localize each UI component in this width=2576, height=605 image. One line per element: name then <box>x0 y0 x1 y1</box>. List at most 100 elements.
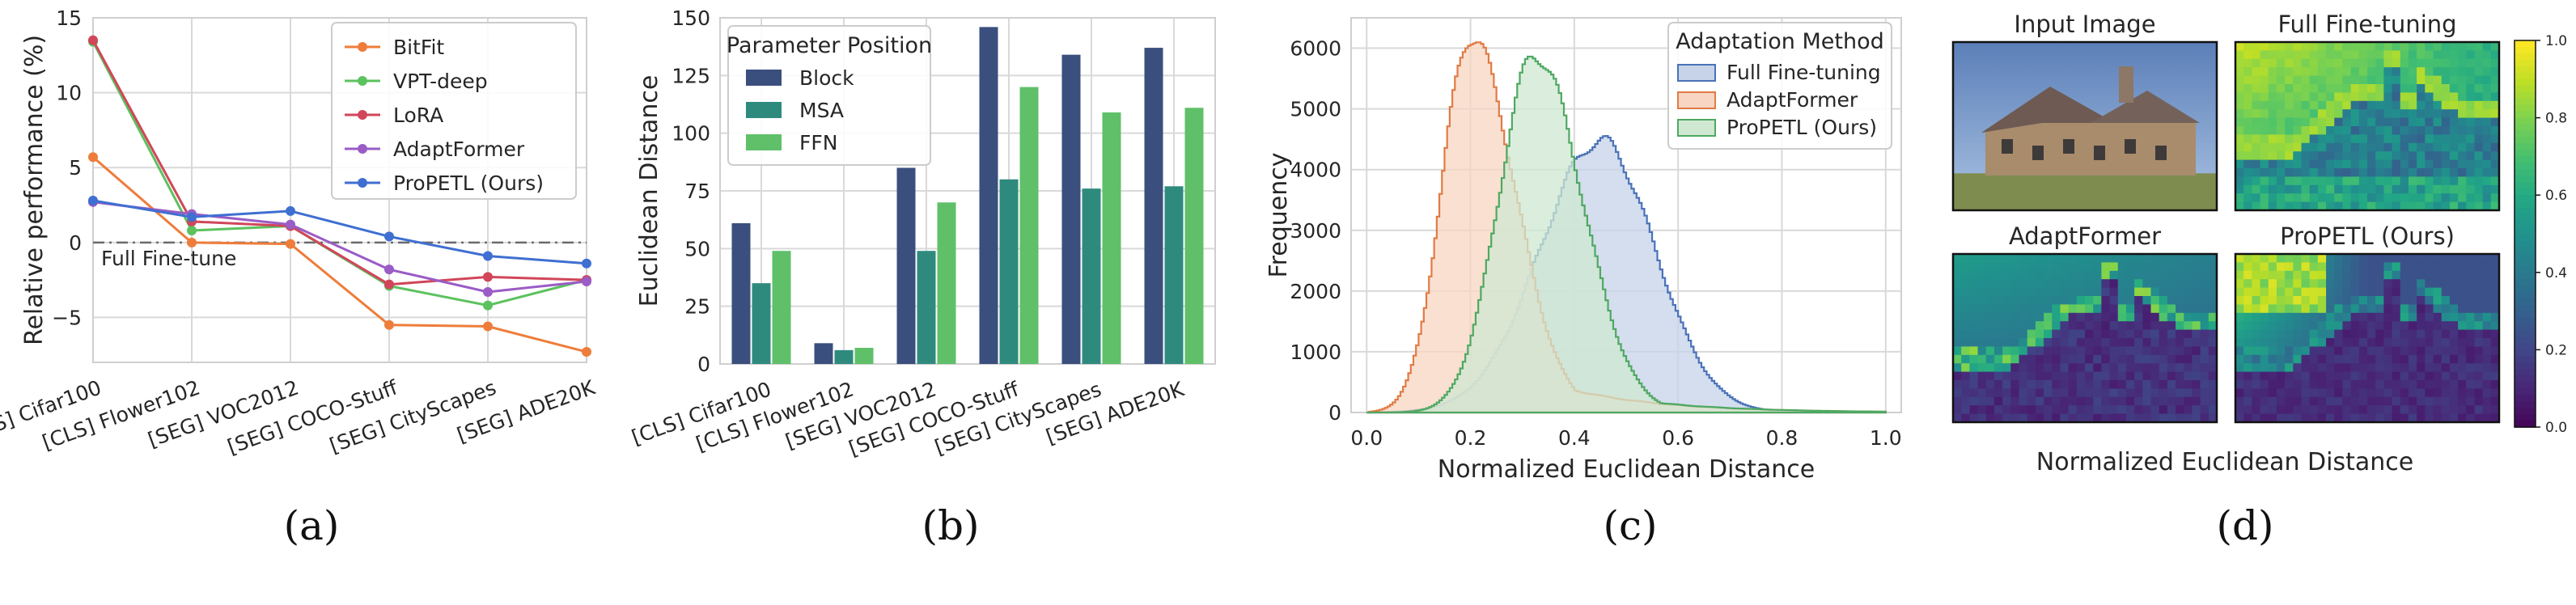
heatmap-cell <box>2301 142 2311 152</box>
heatmap-cell <box>2252 304 2261 314</box>
heatmap-cell <box>2375 396 2384 406</box>
heatmap-cell <box>2044 329 2053 339</box>
heatmap-cell <box>2309 321 2319 331</box>
heatmap-cell <box>2068 254 2078 263</box>
heatmap-cell <box>2301 58 2311 68</box>
heatmap-cell <box>2010 346 2020 356</box>
data-point <box>286 219 295 230</box>
heatmap-cell <box>2350 67 2360 77</box>
heatmap-cell <box>2342 380 2352 389</box>
heatmap-cell <box>2052 304 2061 314</box>
legend-swatch <box>1677 91 1716 109</box>
heatmap-cell <box>2235 134 2244 144</box>
heatmap-cell <box>2060 296 2070 305</box>
heatmap-cell <box>2367 184 2376 194</box>
heatmap-cell <box>2358 279 2368 289</box>
heatmap-cell <box>2383 134 2393 144</box>
heatmap-cell <box>2425 193 2434 203</box>
heatmap-cell <box>2449 363 2459 373</box>
heatmap-cell <box>2101 254 2111 263</box>
heatmap-cell <box>2367 42 2376 51</box>
heatmap-cell <box>2134 321 2143 331</box>
heatmap-cell <box>2301 92 2311 102</box>
heatmap-cell <box>2268 380 2277 389</box>
heatmap-cell <box>2417 58 2426 68</box>
heatmap-cell <box>2350 42 2360 51</box>
heatmap-cell <box>2167 254 2176 263</box>
heatmap-cell <box>2285 396 2294 406</box>
heatmap-cell <box>2309 134 2319 144</box>
heatmap-cell <box>2117 405 2127 415</box>
heatmap-cell <box>2044 405 2053 415</box>
heatmap-cell <box>2400 50 2409 60</box>
heatmap-cell <box>2044 287 2053 297</box>
heatmap-cell <box>2326 151 2335 161</box>
heatmap-cell <box>2466 42 2476 51</box>
colorbar-segment <box>2515 46 2536 54</box>
heatmap-cell <box>2109 279 2119 289</box>
heatmap-cell <box>2093 296 2102 305</box>
heatmap-cell <box>2002 338 2011 347</box>
heatmap-cell <box>2176 296 2184 305</box>
heatmap-cell <box>2392 363 2401 373</box>
heatmap-cell <box>2482 254 2492 263</box>
heatmap-cell <box>2027 413 2036 423</box>
heatmap-cell <box>2375 270 2384 280</box>
heatmap-cell <box>2243 84 2252 93</box>
heatmap-cell <box>2458 176 2467 186</box>
heatmap-cell <box>2400 371 2409 381</box>
heatmap-cell <box>2342 92 2352 102</box>
heatmap-cell <box>2276 346 2286 356</box>
heatmap-cell <box>2260 279 2269 289</box>
heatmap-cell <box>2392 176 2401 186</box>
heatmap-cell <box>2309 84 2319 93</box>
heatmap-cell <box>2326 312 2335 322</box>
heatmap-cell <box>2317 405 2327 415</box>
heatmap-cell <box>2101 380 2111 389</box>
heatmap-cell <box>2002 371 2011 381</box>
heatmap-cell <box>2184 270 2193 280</box>
heatmap-cell <box>2449 296 2459 305</box>
heatmap-cell <box>2342 321 2352 331</box>
heatmap-cell <box>2458 67 2467 77</box>
heatmap-cell <box>2276 405 2286 415</box>
heatmap-cell <box>2044 396 2053 406</box>
heatmap-cell <box>2019 304 2028 314</box>
heatmap-cell <box>2400 296 2409 305</box>
heatmap-cell <box>2367 279 2376 289</box>
heatmap-cell <box>2334 159 2344 169</box>
heatmap-cell <box>2301 363 2311 373</box>
heatmap-cell <box>2350 184 2360 194</box>
heatmap-cell <box>2334 50 2344 60</box>
heatmap-cell <box>2449 151 2459 161</box>
heatmap-cell <box>2060 363 2070 373</box>
heatmap-cell <box>2400 184 2409 194</box>
heatmap-cell <box>2449 371 2459 381</box>
heatmap-cell <box>2350 279 2360 289</box>
heatmap-cell <box>2044 321 2053 331</box>
heatmap-cell <box>2458 304 2467 314</box>
colorbar-segment <box>2515 259 2536 267</box>
heatmap-cell <box>2466 405 2476 415</box>
heatmap-cell <box>2383 254 2393 263</box>
heatmap-cell <box>2474 84 2484 93</box>
colorbar-segment <box>2515 98 2536 106</box>
heatmap-cell <box>2408 287 2417 297</box>
heatmap-cell <box>2317 262 2327 272</box>
heatmap-cell <box>2235 312 2244 322</box>
heatmap-cell <box>2285 304 2294 314</box>
heatmap-cell <box>1985 380 1995 389</box>
heatmap-cell <box>2358 201 2368 211</box>
heatmap-cell <box>2027 396 2036 406</box>
heatmap-cell <box>2002 296 2011 305</box>
heatmap-cell <box>2142 312 2152 322</box>
heatmap-cell <box>2441 380 2451 389</box>
heatmap-cell <box>2252 58 2261 68</box>
heatmap-cell <box>2490 176 2500 186</box>
x-axis-label: Normalized Euclidean Distance <box>2036 448 2413 476</box>
heatmap-cell <box>2408 388 2417 398</box>
heatmap-cell <box>2317 126 2327 135</box>
heatmap-cell <box>2035 396 2044 406</box>
bar <box>979 27 998 365</box>
